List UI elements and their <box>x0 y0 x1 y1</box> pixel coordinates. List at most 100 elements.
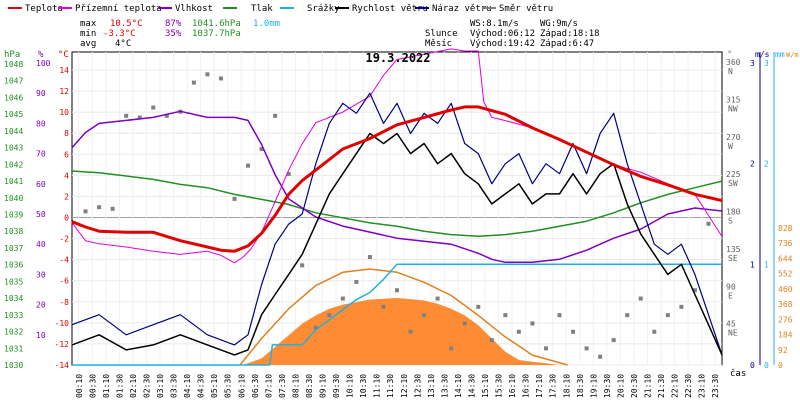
wind-direction-point <box>273 113 278 118</box>
x-tick-label: 07:30 <box>278 374 287 398</box>
x-tick-label: 12:30 <box>413 374 422 398</box>
wind-speed-line <box>71 132 723 356</box>
wind-direction-point <box>286 171 291 176</box>
x-tick-label: 04:10 <box>183 374 192 398</box>
x-tick-label: 21:30 <box>657 374 666 398</box>
wind-direction-tick-label: 225 <box>726 170 741 179</box>
humidity-tick-label: 30 <box>36 270 46 279</box>
x-tick-label: 03:10 <box>156 374 165 398</box>
legend-item-rain: Srážky <box>280 4 340 14</box>
wind-direction-point <box>679 304 684 309</box>
wind-direction-point <box>313 325 318 330</box>
pressure-tick-label: 1040 <box>4 194 23 203</box>
wind-direction-point <box>462 321 467 326</box>
legend-label: Náraz větru <box>432 4 492 14</box>
x-tick-label: 13:30 <box>440 374 449 398</box>
wind-direction-point <box>706 221 711 226</box>
temperature-tick-label: 2 <box>64 192 69 201</box>
stat-max-temp: 10.5°C <box>110 19 143 29</box>
x-tick-label: 22:10 <box>671 374 680 398</box>
wind-direction-point <box>516 329 521 334</box>
wind-direction-point <box>164 113 169 118</box>
grid-layer <box>72 52 722 366</box>
pressure-tick-label: 1034 <box>4 294 23 303</box>
stat-min-label: min <box>80 29 96 39</box>
temperature-line <box>71 105 723 253</box>
solar-tick-label: 276 <box>778 315 793 324</box>
wind-direction-point <box>151 105 156 110</box>
pressure-tick-label: 1048 <box>4 60 23 69</box>
wind-speed-tick-label: 0 <box>750 361 755 370</box>
wind-direction-point <box>408 329 413 334</box>
pressure-tick-label: 1046 <box>4 93 23 102</box>
wind-direction-point <box>489 338 494 343</box>
wind-direction-point <box>327 313 332 318</box>
unit-deg: ° <box>727 50 732 60</box>
legend-item-humidity: Vlhkost <box>158 4 213 14</box>
legend-label: Rychlost větru <box>352 4 428 14</box>
wind-direction-point <box>381 304 386 309</box>
unit-ms: m/s <box>755 50 770 59</box>
legend-label: Teplota <box>25 4 63 14</box>
unit-wm2: W/m² <box>786 51 800 59</box>
wind-direction-point <box>246 163 251 168</box>
wind-direction-point <box>543 346 548 351</box>
pressure-tick-label: 1042 <box>4 160 23 169</box>
legend-label: Srážky <box>307 4 340 14</box>
stats-block: max 10.5°C 87% 1041.6hPa 1.0mm min -3.3°… <box>80 19 280 49</box>
wind-direction-tick-label: 135 <box>726 245 741 254</box>
temperature-tick-label: -2 <box>59 235 69 244</box>
legend: Teplota Přízemní teplota Vlhkost Tlak Sr… <box>8 4 553 14</box>
wind-direction-point <box>354 279 359 284</box>
wind-direction-point <box>449 346 454 351</box>
wind-direction-point <box>395 288 399 293</box>
wind-direction-point <box>191 80 196 85</box>
sunrise: Východ:06:12 <box>470 29 535 39</box>
wind-speed-tick-label: 3 <box>750 59 755 68</box>
wind-direction-point <box>232 196 237 201</box>
wind-direction-compass-label: N <box>728 67 733 76</box>
temperature-tick-label: 14 <box>59 66 69 75</box>
wind-direction-tick-label: 90 <box>726 282 736 291</box>
x-tick-label: 16:10 <box>508 374 517 398</box>
x-tick-label: 05:30 <box>224 374 233 398</box>
wind-direction-tick-label: 360 <box>726 58 741 67</box>
x-tick-label: 15:30 <box>495 374 504 398</box>
x-tick-label: 23:30 <box>711 374 720 398</box>
rain-tick-label: 2 <box>764 160 769 169</box>
legend-item-wind-gust: Náraz větru <box>415 4 492 14</box>
x-tick-label: 07:10 <box>264 374 273 398</box>
stat-max-rain: 1.0mm <box>253 19 280 29</box>
wind-direction-point <box>83 209 88 214</box>
wind-direction-point <box>557 313 562 318</box>
humidity-line <box>71 110 723 264</box>
solar-tick-label: 828 <box>778 224 793 233</box>
x-tick-label: 09:10 <box>319 374 328 398</box>
x-tick-label: 00:10 <box>75 374 84 398</box>
solar-tick-label: 644 <box>778 254 793 263</box>
legend-item-wind-speed: Rychlost větru <box>335 4 428 14</box>
humidity-tick-label: 100 <box>36 59 51 68</box>
moon-label: Měsíc <box>425 39 452 49</box>
unit-mm: mm <box>775 50 785 59</box>
x-tick-label: 08:10 <box>291 374 300 398</box>
chart-date-title: 19.3.2022 <box>365 51 430 65</box>
theoretical-radiation-line <box>239 268 568 366</box>
pressure-tick-label: 1033 <box>4 311 23 320</box>
temperature-tick-label: -4 <box>59 256 69 265</box>
wind-speed-tick-label: 1 <box>750 260 755 269</box>
wind-direction-point <box>692 288 697 293</box>
temperature-tick-label: 4 <box>64 171 69 180</box>
wind-direction-point <box>124 113 129 118</box>
wind-direction-point <box>503 313 508 318</box>
x-tick-label: 06:30 <box>251 374 260 398</box>
stat-min-temp: -3.3°C <box>103 29 136 39</box>
pressure-tick-label: 1037 <box>4 244 23 253</box>
humidity-tick-label: 10 <box>36 331 46 340</box>
x-tick-label: 13:10 <box>427 374 436 398</box>
stat-min-hum: 35% <box>165 29 182 39</box>
x-tick-label: 01:30 <box>115 374 124 398</box>
wind-direction-point <box>611 338 616 343</box>
pressure-tick-label: 1045 <box>4 110 23 119</box>
x-tick-label: 12:10 <box>400 374 409 398</box>
